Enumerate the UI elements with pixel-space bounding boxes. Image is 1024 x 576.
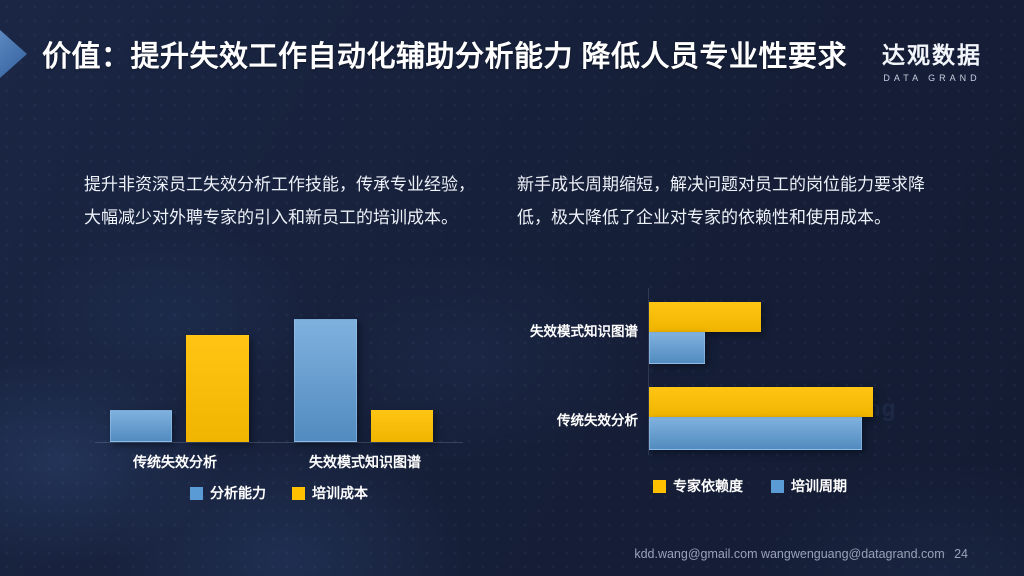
legend-label: 分析能力: [210, 485, 266, 501]
y-axis-line: [648, 288, 649, 455]
brand-logo: 达观数据 DATA GRAND: [882, 36, 982, 83]
brand-logo-name: 达观数据: [882, 42, 982, 68]
legend-right-chart: 专家依赖度 培训周期: [653, 476, 888, 496]
legend-left-chart: 分析能力 培训成本: [95, 483, 463, 503]
legend-swatch-yellow-icon: [653, 479, 666, 493]
bar-training-kg: [371, 409, 433, 442]
legend-item: 培训成本: [292, 483, 368, 503]
paragraph-left: 提升非资深员工失效分析工作技能，传承专业经验，大幅减少对外聘专家的引入和新员工的…: [84, 175, 475, 227]
bar-analysis-traditional: [110, 409, 172, 442]
page-title: 价值：提升失效工作自动化辅助分析能力 降低人员专业性要求: [42, 41, 848, 73]
title-arrow-icon: [0, 30, 27, 78]
bar-trainingcycle-kg: [649, 332, 705, 364]
legend-item: 专家依赖度: [653, 476, 743, 496]
footer-emails: kdd.wang@gmail.com wangwenguang@datagran…: [634, 547, 945, 561]
legend-swatch-yellow-icon: [292, 486, 305, 500]
category-label: 失效模式知识图谱: [309, 454, 421, 470]
legend-swatch-blue-icon: [771, 479, 784, 493]
legend-label: 培训成本: [312, 485, 368, 501]
page-number: 24: [954, 547, 968, 561]
bar-trainingcycle-traditional: [649, 417, 862, 450]
paragraph-right: 新手成长周期缩短，解决问题对员工的岗位能力要求降低，极大降低了企业对专家的依赖性…: [517, 175, 925, 227]
bar-expert-kg: [649, 302, 761, 332]
bar-training-traditional: [186, 334, 249, 442]
chart-horizontal-bars: [649, 302, 884, 450]
category-label: 失效模式知识图谱: [530, 324, 638, 339]
footer: kdd.wang@gmail.com wangwenguang@datagran…: [634, 547, 968, 561]
brand-logo-subtitle: DATA GRAND: [883, 73, 981, 83]
legend-label: 专家依赖度: [673, 478, 743, 494]
legend-item: 分析能力: [190, 483, 266, 503]
legend-swatch-blue-icon: [190, 486, 203, 500]
legend-item: 培训周期: [771, 476, 847, 496]
bar-expert-traditional: [649, 387, 873, 417]
category-label: 传统失效分析: [133, 454, 217, 470]
legend-label: 培训周期: [791, 478, 847, 494]
category-label: 传统失效分析: [557, 413, 638, 428]
x-axis-line: [95, 442, 463, 443]
bar-analysis-kg: [294, 318, 357, 442]
chart-vertical-bars: [95, 312, 463, 442]
